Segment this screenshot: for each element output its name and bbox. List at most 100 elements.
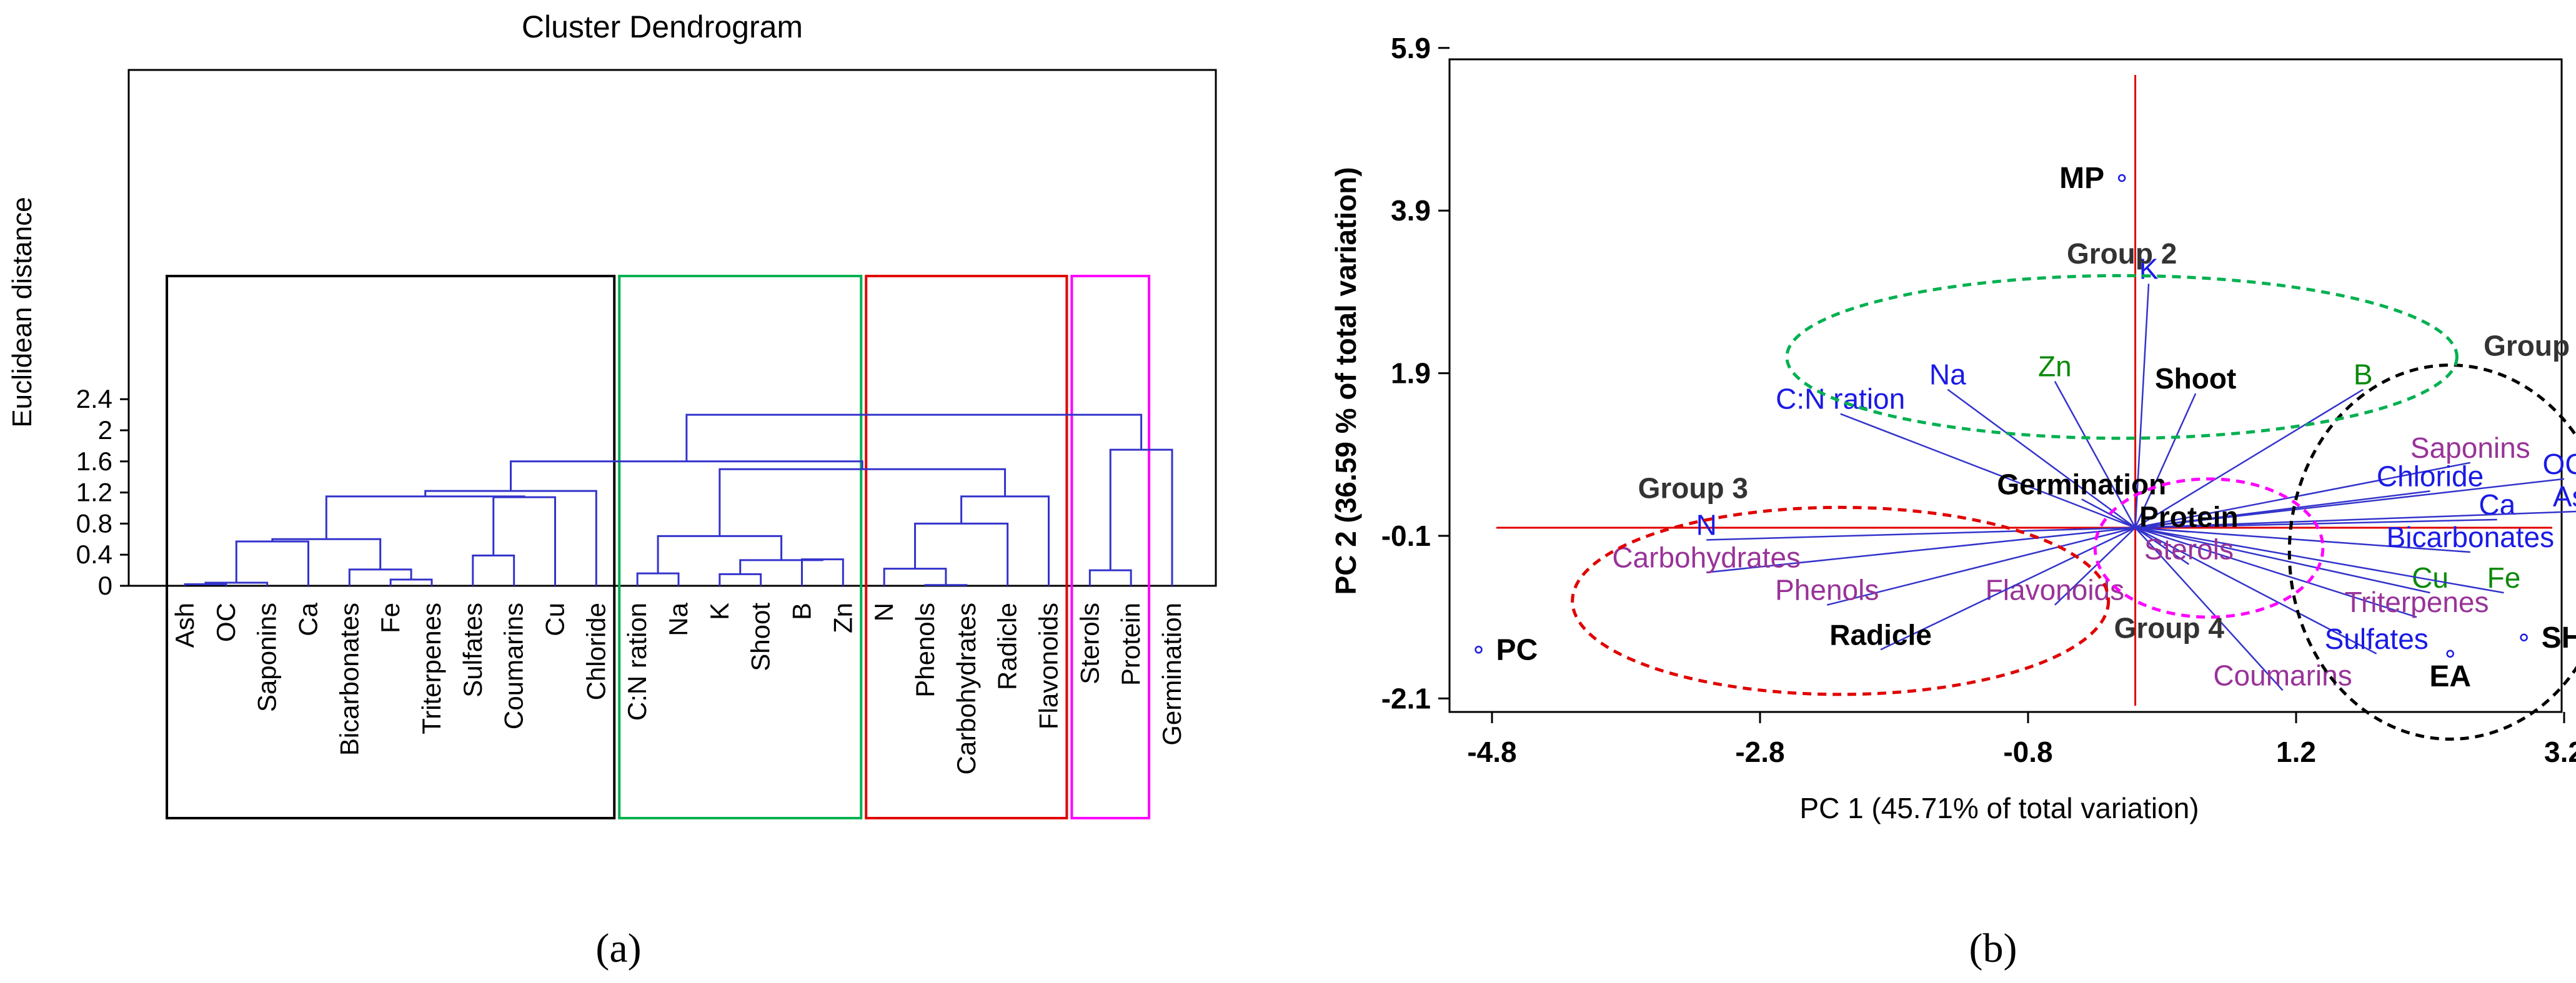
vector-label-chloride: Chloride <box>2377 460 2484 492</box>
vector-label-protein: Protein <box>2139 500 2238 533</box>
point-sh <box>2520 633 2528 641</box>
dendrogram-links <box>184 413 1173 586</box>
vector-label-carbohydrates: Carbohydrates <box>1612 541 1801 574</box>
vector-label-zn: Zn <box>2038 350 2072 383</box>
biplot-xtick-label-3: 1.2 <box>2276 736 2316 768</box>
dendrogram-leaf-b: B <box>787 603 817 620</box>
vector-germination <box>2081 498 2136 529</box>
vector-c-n-ration <box>1840 413 2136 529</box>
vector-protein <box>2135 526 2189 533</box>
point-pc <box>1474 646 1483 654</box>
vector-cu <box>2135 526 2430 594</box>
group-label-group-4: Group 4 <box>2114 611 2225 644</box>
vector-label-bicarbonates: Bicarbonates <box>2387 521 2555 553</box>
point-ea <box>2446 650 2454 658</box>
vector-label-n: N <box>1696 509 1717 541</box>
dendrogram-leaf-c-n-ration: C:N ration <box>622 603 652 721</box>
group-label-group-3: Group 3 <box>1638 472 1748 504</box>
vector-ash <box>2135 510 2576 529</box>
vector-label-triterpenes: Triterpenes <box>2345 586 2489 618</box>
dendrogram-group-boxes <box>166 275 1151 819</box>
dendrogram-link-16 <box>924 584 968 586</box>
group-box-black <box>166 275 616 819</box>
vector-carbohydrates <box>1706 526 2136 573</box>
biplot-ytick-label-1: -0.1 <box>1381 520 1431 552</box>
dendrogram-leaf-na: Na <box>664 602 693 636</box>
biplot-group-ellipses: Group 1 Group 2 Group 3 Group 4 <box>1571 237 2576 741</box>
dendrogram-leaf-flavonoids: Flavonoids <box>1034 603 1063 729</box>
vector-label-sterols: Sterols <box>2144 533 2234 566</box>
dendrogram-leaf-radicle: Radicle <box>993 603 1022 690</box>
vector-triterpenes <box>2135 526 2417 618</box>
dendrogram-ytick-label-2: 0.8 <box>76 508 112 538</box>
vector-label-saponins: Saponins <box>2410 432 2530 464</box>
group-box-magenta <box>1070 275 1151 819</box>
vector-label-ca: Ca <box>2479 488 2515 521</box>
dendrogram-leaf-coumarins: Coumarins <box>499 603 529 729</box>
dendrogram-leaf-triterpenes: Triterpenes <box>417 603 446 734</box>
biplot-ylabel: PC 2 (36.59 % of total variation) <box>1330 167 1362 595</box>
dendrogram-leaf-germination: Germination <box>1157 603 1186 746</box>
biplot-ytick-label-2: 1.9 <box>1391 357 1431 390</box>
vector-label-germination: Germination <box>1997 468 2166 500</box>
group-label-group-2: Group 2 <box>2067 237 2177 270</box>
point-mp <box>2117 174 2126 182</box>
biplot-xtick-label-1: -2.8 <box>1735 736 1784 768</box>
group-box-green <box>618 275 863 819</box>
biplot-xtick-label-4: 3.2 <box>2544 736 2576 768</box>
vector-coumarins <box>2134 527 2284 691</box>
biplot-xtick-label-2: -0.8 <box>2003 736 2052 768</box>
vector-label-fe: Fe <box>2487 561 2521 594</box>
vector-label-sulfates: Sulfates <box>2325 623 2429 655</box>
vector-flavonoids <box>2054 527 2136 606</box>
group-ellipse-group-3 <box>1571 505 2111 696</box>
dendrogram-leaf-sterols: Sterols <box>1075 603 1104 684</box>
dendrogram-panel: Cluster Dendrogram Euclidean distance 00… <box>7 9 1217 971</box>
biplot-panel: PC 1 (45.71% of total variation) PC 2 (3… <box>1330 32 2576 971</box>
dendrogram-leaf-saponins: Saponins <box>252 603 282 712</box>
vector-bicarbonates <box>2135 526 2470 553</box>
point-label-mp: MP <box>2059 162 2104 195</box>
dendrogram-leaf-ca: Ca <box>294 602 323 636</box>
vector-k <box>2134 284 2150 528</box>
vector-label-ash: Ash <box>2553 480 2576 513</box>
biplot-ytick-label-3: 3.9 <box>1391 194 1431 227</box>
dendrogram-plot-frame <box>127 69 1217 587</box>
dendrogram-leaf-cu: Cu <box>540 603 570 636</box>
vector-label-b: B <box>2354 358 2373 391</box>
biplot-origin-axes <box>1496 75 2552 706</box>
biplot-xtick-label-0: -4.8 <box>1467 736 1516 768</box>
vector-shoot <box>2134 393 2197 528</box>
group-ellipse-group-2 <box>1785 274 2459 440</box>
vector-n <box>1706 526 2136 541</box>
dendrogram-leaf-carbohydrates: Carbohydrates <box>952 603 981 774</box>
dendrogram-link-24 <box>685 413 1143 462</box>
vector-radicle <box>1880 526 2136 651</box>
group-box-red <box>865 275 1068 819</box>
biplot-ytick-label-0: -2.1 <box>1381 682 1431 714</box>
vector-oc <box>2135 478 2565 529</box>
point-label-pc: PC <box>1496 633 1538 666</box>
group-ellipse-group-1 <box>2287 363 2576 741</box>
vector-b <box>2134 388 2364 529</box>
dendrogram-ylabel: Euclidean distance <box>7 197 37 427</box>
dendrogram-ytick-label-6: 2.4 <box>76 384 112 413</box>
dendrogram-leaf-zn: Zn <box>828 603 857 633</box>
vector-sterols <box>2134 526 2190 565</box>
biplot-axes-ticks: -4.8 -2.8 -0.8 1.2 3.2 -2.1 -0.1 1.9 3.9 5.9 <box>1381 32 2576 768</box>
vector-phenols <box>1826 526 2136 606</box>
dendrogram-ytick-label-3: 1.2 <box>76 478 112 507</box>
biplot-sample-points: MP PC SH EA <box>1474 162 2576 693</box>
vector-label-radicle: Radicle <box>1829 618 1932 651</box>
vector-label-na: Na <box>1929 358 1966 391</box>
dendrogram-y-axis: 00.40.81.21.622.4 <box>76 384 129 600</box>
vector-label-flavonoids: Flavonoids <box>1986 574 2124 606</box>
dendrogram-leaf-oc: OC <box>211 603 241 642</box>
panel-label-b: (b) <box>1969 926 2017 971</box>
vector-na <box>1947 388 2136 528</box>
vector-saponins <box>2135 462 2471 529</box>
point-label-ea: EA <box>2429 660 2471 693</box>
dendrogram-leaf-sulfates: Sulfates <box>458 603 487 698</box>
biplot-xlabel: PC 1 (45.71% of total variation) <box>1799 792 2199 824</box>
